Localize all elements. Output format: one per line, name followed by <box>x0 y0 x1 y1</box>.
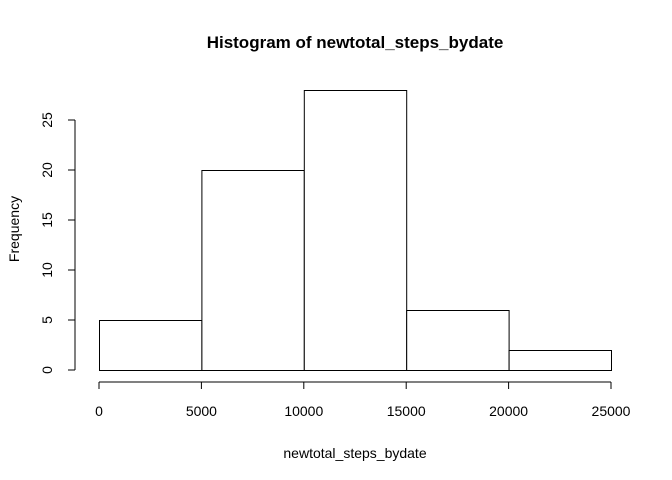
y-tick-label: 5 <box>39 316 55 324</box>
histogram-bar-2 <box>201 170 305 371</box>
y-axis-label: Frequency <box>6 196 22 262</box>
y-tick-label: 0 <box>39 366 55 374</box>
y-tick-label: 15 <box>39 212 55 228</box>
y-axis: 0 5 10 15 20 25 <box>39 112 76 374</box>
x-tick-label: 15000 <box>387 403 426 419</box>
x-tick-label: 10000 <box>284 403 323 419</box>
x-axis: 0 5000 10000 15000 20000 25000 <box>95 381 631 419</box>
x-tick-label: 0 <box>95 403 103 419</box>
x-tick-label: 25000 <box>592 403 631 419</box>
x-tick-label: 5000 <box>186 403 217 419</box>
histogram-bar-1 <box>99 320 203 371</box>
y-tick-label: 10 <box>39 262 55 278</box>
histogram-bar-4 <box>406 310 510 371</box>
bars-group <box>99 90 613 371</box>
x-tick-label: 20000 <box>489 403 528 419</box>
histogram-bar-5 <box>508 350 613 371</box>
histogram-bar-3 <box>303 90 408 371</box>
chart-title: Histogram of newtotal_steps_bydate <box>207 33 504 52</box>
y-tick-label: 20 <box>39 162 55 178</box>
y-tick-label: 25 <box>39 112 55 128</box>
x-axis-label: newtotal_steps_bydate <box>283 445 426 461</box>
